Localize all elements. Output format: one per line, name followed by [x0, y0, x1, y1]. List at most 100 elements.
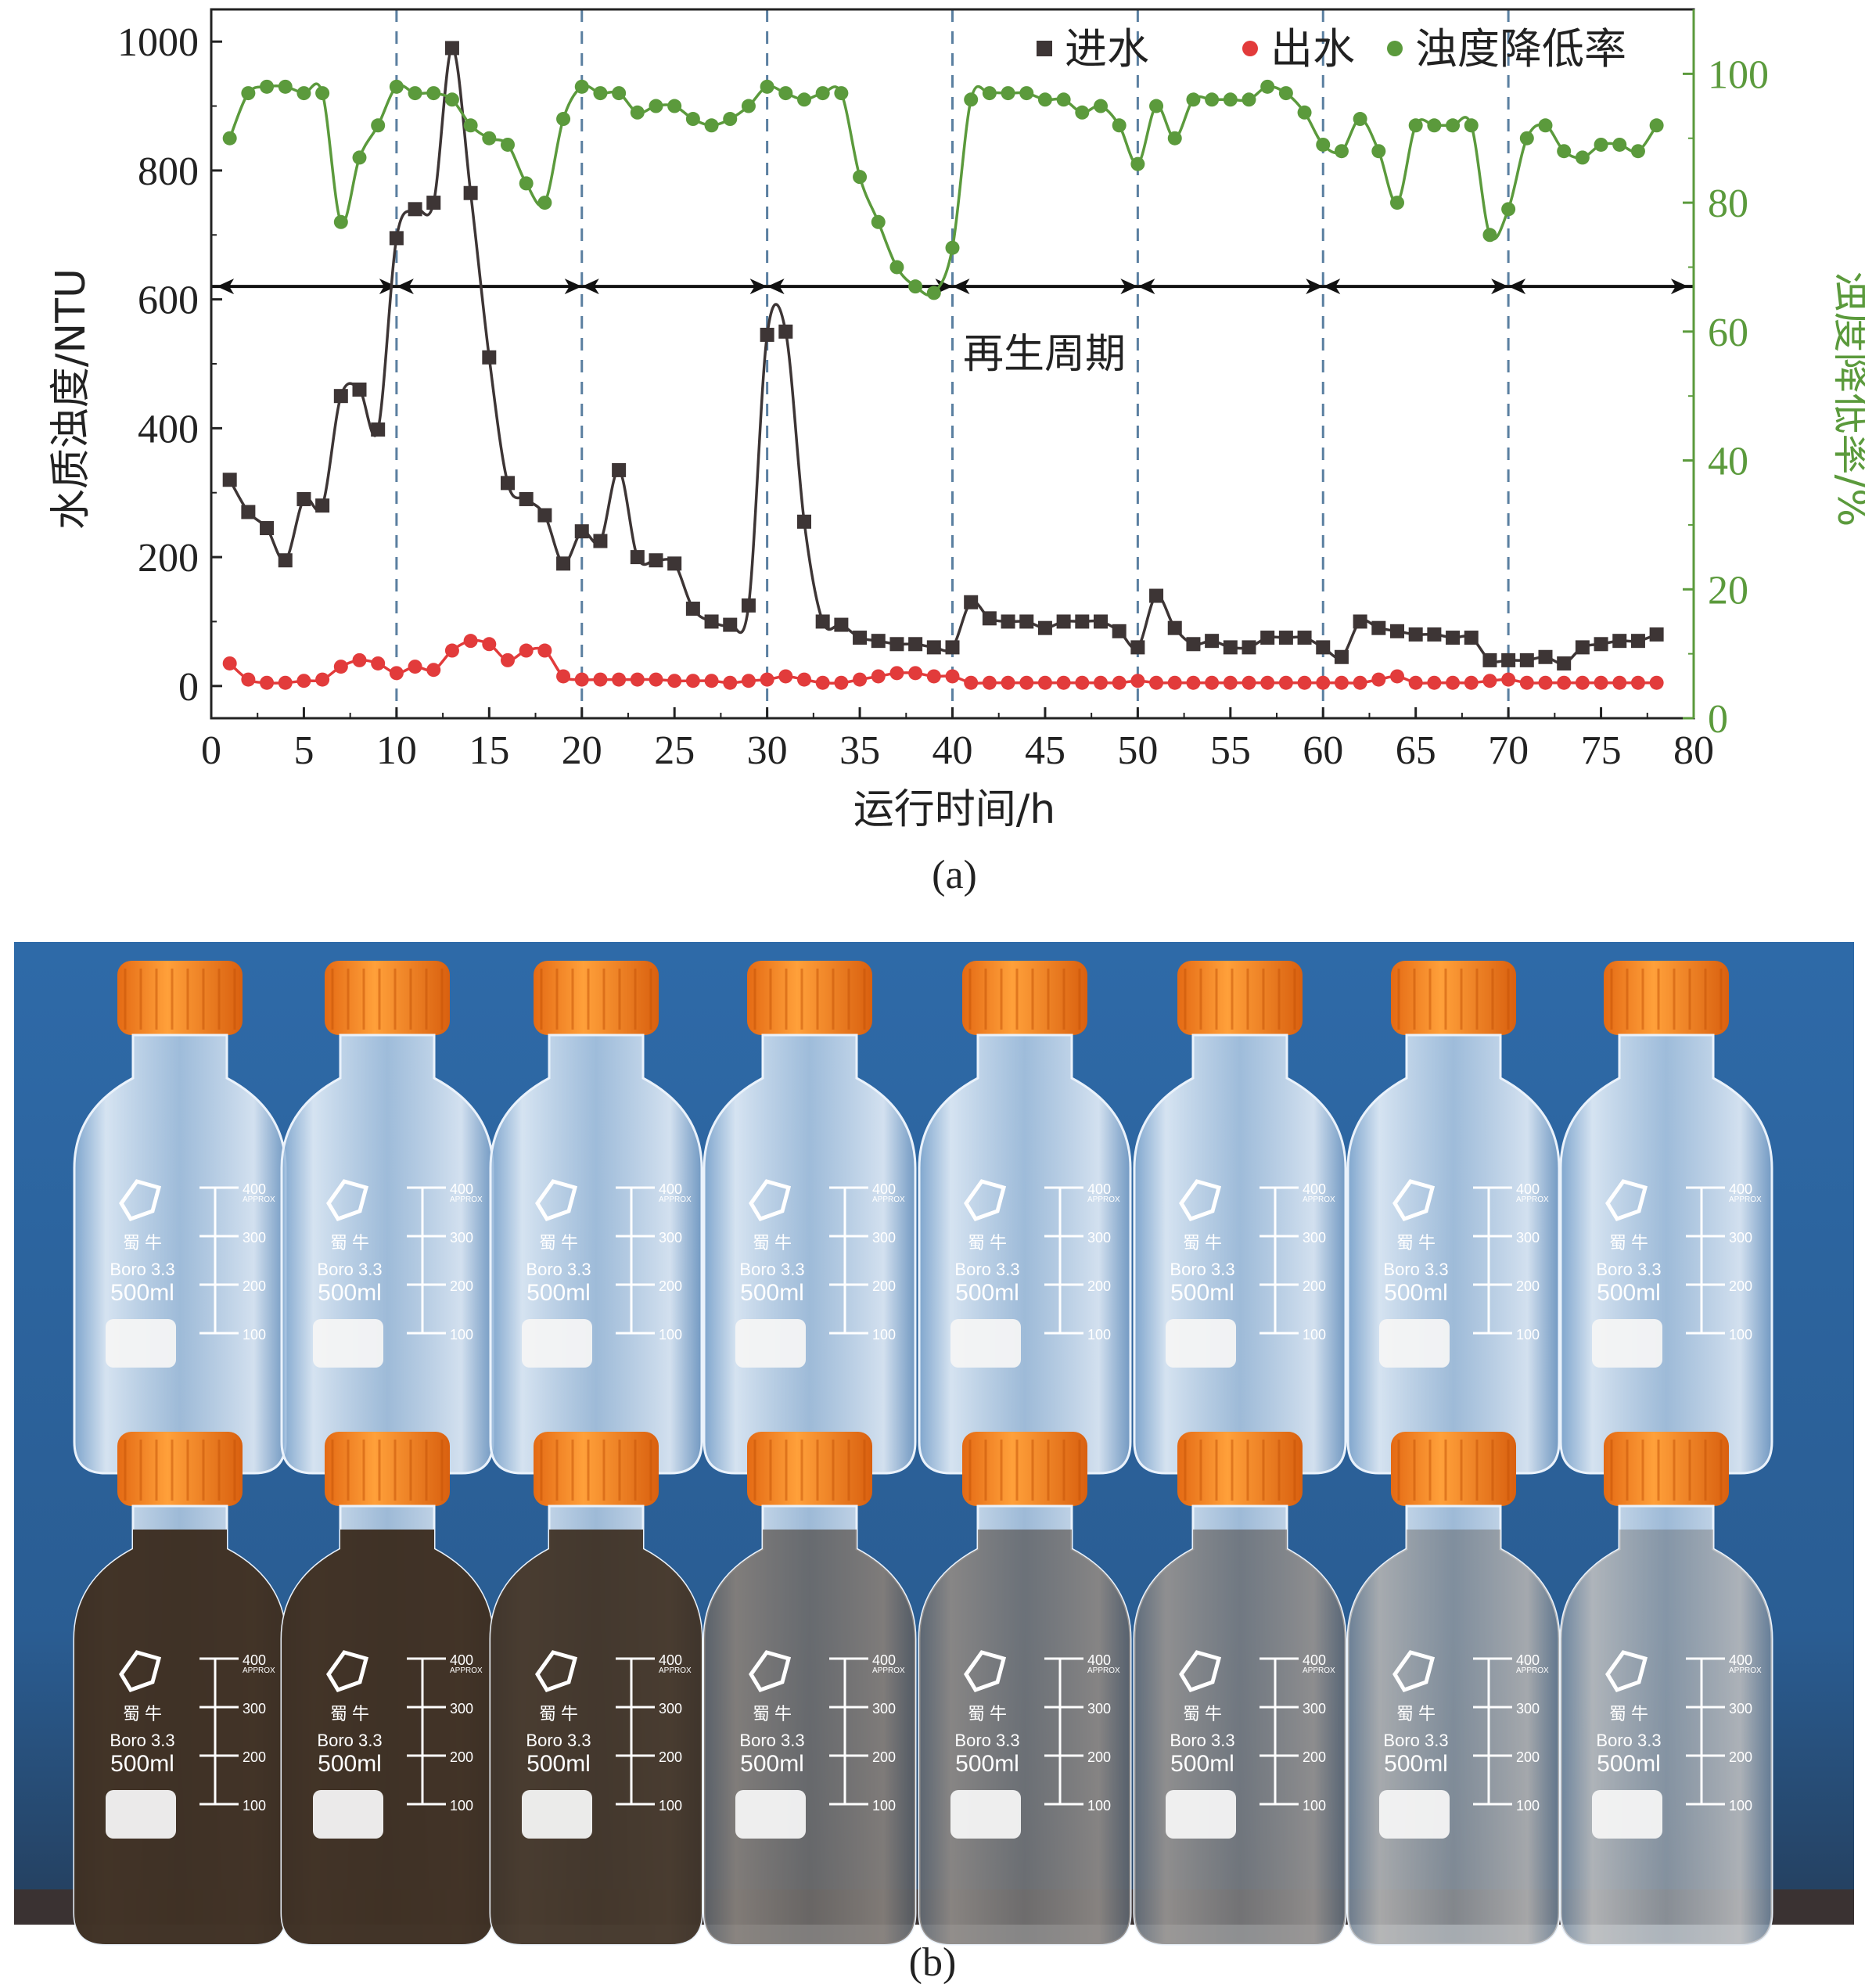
series-line-1 — [228, 638, 1657, 685]
data-point-removal — [1538, 118, 1553, 133]
bottle-glass-type: Boro 3.3 — [1383, 1731, 1448, 1750]
cycle-arrowhead-left — [581, 279, 599, 295]
data-point-removal — [1464, 118, 1479, 133]
graduation-note: APPROX — [1516, 1666, 1549, 1675]
graduation-label: 100 — [872, 1327, 896, 1343]
data-point-removal — [574, 79, 589, 94]
data-point-inflow — [982, 611, 997, 626]
bottle-cap — [117, 1432, 243, 1506]
graduation-label: 400 — [450, 1652, 473, 1668]
data-point-removal — [296, 86, 311, 101]
bottle-brand: 蜀 牛 — [1183, 1233, 1222, 1253]
data-point-inflow — [926, 640, 941, 655]
bottle-glass-type: Boro 3.3 — [110, 1260, 174, 1279]
data-point-removal — [1557, 144, 1572, 159]
graduation-note: APPROX — [1087, 1666, 1120, 1675]
bottle-cap — [747, 961, 872, 1035]
data-point-outflow — [1001, 675, 1015, 690]
graduation-label: 300 — [243, 1230, 266, 1246]
graduation-label: 100 — [659, 1327, 682, 1343]
data-point-outflow — [537, 643, 552, 658]
data-point-outflow — [1056, 675, 1071, 690]
bottle-liquid — [282, 1530, 493, 1944]
data-point-removal — [352, 150, 367, 165]
bottle-glass-type: Boro 3.3 — [1596, 1731, 1661, 1750]
x-tick-label: 80 — [1673, 728, 1714, 773]
bottle-cap — [1391, 1432, 1516, 1506]
graduation-label: 400 — [450, 1181, 473, 1197]
data-point-removal — [853, 170, 868, 185]
data-point-outflow — [352, 652, 367, 667]
data-point-removal — [260, 79, 275, 94]
data-point-outflow — [667, 674, 682, 688]
graduation-label: 300 — [1516, 1701, 1540, 1717]
bottle-liquid — [919, 1530, 1130, 1944]
bottle-glass — [918, 1034, 1132, 1475]
data-point-outflow — [1149, 675, 1164, 690]
graduation-label: 300 — [1729, 1230, 1752, 1246]
brand-logo-icon — [326, 1650, 369, 1693]
brand-logo-icon — [119, 1650, 162, 1693]
bottle-cap — [1177, 1432, 1303, 1506]
graduation-label: 300 — [1303, 1230, 1326, 1246]
data-point-removal — [1501, 202, 1516, 217]
bottle-cap — [325, 961, 450, 1035]
bottle-brand: 蜀 牛 — [123, 1704, 162, 1724]
data-point-inflow — [1612, 634, 1627, 649]
bottle-volume: 500ml — [1384, 1280, 1448, 1306]
data-point-outflow — [315, 672, 330, 687]
graduation-label: 200 — [1087, 1749, 1111, 1765]
bottle-glass — [1133, 1034, 1347, 1475]
bottle-label-patch — [522, 1790, 592, 1839]
bottle-glass — [703, 1034, 917, 1475]
data-point-outflow — [1390, 669, 1404, 684]
data-point-removal — [1408, 118, 1423, 133]
data-point-outflow — [1167, 675, 1182, 690]
cycle-arrowhead-left — [1323, 279, 1341, 295]
bottle-glass — [489, 1034, 703, 1475]
data-point-removal — [1630, 144, 1645, 159]
graduation-note: APPROX — [1516, 1195, 1549, 1204]
axes-layer: 0 5 10 15 20 25 30 35 40 45 50 55 60 65 70 75 8002004006… — [117, 8, 1769, 773]
data-point-outflow — [1353, 675, 1367, 690]
data-point-removal — [444, 92, 459, 107]
bottle-label-patch — [735, 1790, 806, 1839]
data-point-removal — [1260, 79, 1275, 94]
bottle-volume: 500ml — [1597, 1280, 1661, 1306]
data-point-outflow — [463, 634, 478, 649]
x-tick-label: 15 — [469, 728, 509, 773]
graduation-note: APPROX — [659, 1195, 692, 1204]
data-point-removal — [964, 92, 979, 107]
cycle-arrowhead-left — [767, 279, 785, 295]
data-point-inflow — [463, 185, 478, 200]
graduation-label: 300 — [872, 1230, 896, 1246]
data-point-outflow — [612, 672, 627, 687]
data-point-removal — [408, 86, 422, 101]
data-point-removal — [1297, 105, 1312, 120]
bottle-liquid — [1348, 1530, 1559, 1944]
graduation-label: 400 — [243, 1181, 266, 1197]
data-point-removal — [1353, 112, 1367, 127]
data-point-outflow — [1630, 675, 1645, 690]
bottle-label-patch — [1379, 1790, 1450, 1839]
data-point-removal — [1075, 105, 1090, 120]
graduation-label: 200 — [659, 1278, 682, 1294]
data-point-inflow — [1019, 614, 1034, 629]
data-point-outflow — [574, 672, 589, 687]
graduation-label: 200 — [1303, 1749, 1326, 1765]
cycle-arrowhead-right — [564, 279, 582, 295]
bottle-glass-type: Boro 3.3 — [317, 1260, 382, 1279]
bottle-glass — [1346, 1034, 1561, 1475]
cycle-arrowhead-left — [952, 279, 970, 295]
graduation-label: 100 — [872, 1798, 896, 1814]
data-point-inflow — [1186, 637, 1201, 652]
brand-logo-icon — [964, 1650, 1007, 1693]
data-point-inflow — [260, 521, 275, 536]
bottle-cap — [325, 1432, 450, 1506]
graduation-label: 300 — [450, 1701, 473, 1717]
